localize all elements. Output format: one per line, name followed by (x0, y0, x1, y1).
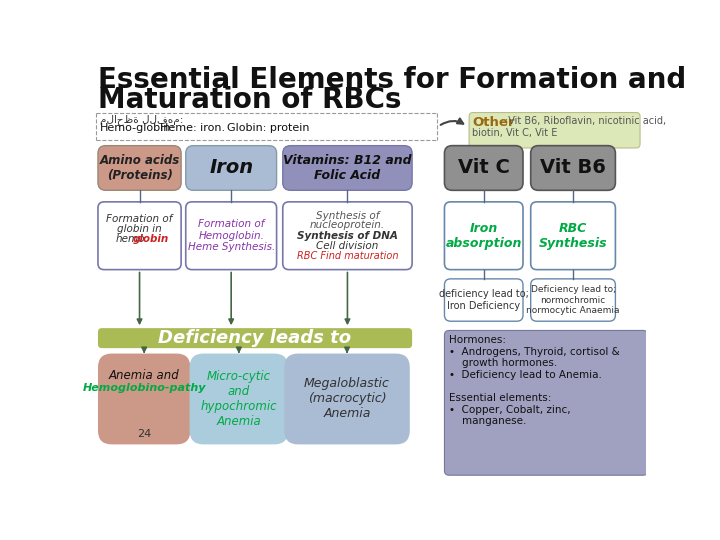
Text: ملاحظة للفهم:: ملاحظة للفهم: (99, 114, 183, 125)
Text: deficiency lead to;
Iron Deficiency: deficiency lead to; Iron Deficiency (438, 289, 528, 311)
Text: Maturation of RBCs: Maturation of RBCs (98, 86, 402, 114)
Text: RBC
Synthesis: RBC Synthesis (539, 222, 608, 249)
FancyBboxPatch shape (98, 146, 181, 190)
Text: Formation of
Hemoglobin.
Heme Synthesis.: Formation of Hemoglobin. Heme Synthesis. (187, 219, 275, 252)
Text: Micro-cytic
and
hypochromic
Anemia: Micro-cytic and hypochromic Anemia (201, 370, 277, 428)
Text: Globin: protein: Globin: protein (227, 123, 309, 133)
FancyBboxPatch shape (98, 328, 412, 348)
FancyBboxPatch shape (444, 330, 648, 475)
Text: globin in: globin in (117, 224, 162, 234)
Text: Deficiency leads to: Deficiency leads to (158, 329, 351, 347)
Text: Cell division: Cell division (316, 241, 379, 251)
Text: Formation of: Formation of (107, 214, 173, 224)
Text: biotin, Vit C, Vit E: biotin, Vit C, Vit E (472, 128, 557, 138)
FancyBboxPatch shape (186, 146, 276, 190)
Text: Heme: iron.: Heme: iron. (160, 123, 225, 133)
Text: globin: globin (133, 234, 169, 244)
Text: Anemia and: Anemia and (109, 369, 179, 382)
Text: Vitamins: B12 and
Folic Acid: Vitamins: B12 and Folic Acid (283, 154, 412, 182)
FancyBboxPatch shape (284, 354, 410, 444)
FancyBboxPatch shape (98, 202, 181, 269)
FancyBboxPatch shape (444, 279, 523, 321)
FancyBboxPatch shape (531, 202, 616, 269)
Text: :Vit B6, Riboflavin, nicotinic acid,: :Vit B6, Riboflavin, nicotinic acid, (505, 116, 666, 126)
Text: Vit B6: Vit B6 (540, 158, 606, 178)
Text: Iron: Iron (209, 158, 253, 178)
Text: Megaloblastic
(macrocytic)
Anemia: Megaloblastic (macrocytic) Anemia (304, 377, 390, 421)
FancyBboxPatch shape (531, 146, 616, 190)
FancyBboxPatch shape (531, 279, 616, 321)
Text: Vit C: Vit C (458, 158, 510, 178)
Text: Hemo-globin:: Hemo-globin: (99, 123, 174, 133)
Text: Synthesis of DNA: Synthesis of DNA (297, 231, 398, 241)
Text: nucleoprotein.: nucleoprotein. (310, 220, 385, 230)
FancyBboxPatch shape (283, 146, 412, 190)
Text: Amino acids
(Proteins): Amino acids (Proteins) (99, 154, 180, 182)
Text: Deficiency lead to;
normochromic
normocytic Anaemia: Deficiency lead to; normochromic normocy… (526, 285, 620, 315)
FancyBboxPatch shape (98, 354, 190, 444)
FancyBboxPatch shape (283, 202, 412, 269)
FancyBboxPatch shape (189, 354, 288, 444)
Text: Essential Elements for Formation and: Essential Elements for Formation and (98, 66, 686, 94)
FancyBboxPatch shape (469, 112, 640, 148)
Text: Hemoglobino-pathy: Hemoglobino-pathy (82, 383, 206, 393)
Text: Iron
absorption: Iron absorption (446, 222, 522, 249)
FancyBboxPatch shape (444, 146, 523, 190)
FancyBboxPatch shape (186, 202, 276, 269)
Text: Hormones:
•  Androgens, Thyroid, cortisol &
    growth hormones.
•  Deficiency l: Hormones: • Androgens, Thyroid, cortisol… (449, 335, 620, 426)
Text: 24: 24 (137, 429, 151, 438)
Text: Synthesis of: Synthesis of (316, 211, 379, 221)
FancyBboxPatch shape (444, 202, 523, 269)
Text: hemo: hemo (115, 234, 145, 244)
Text: RBC Find maturation: RBC Find maturation (297, 251, 398, 261)
Text: Other: Other (472, 116, 515, 129)
